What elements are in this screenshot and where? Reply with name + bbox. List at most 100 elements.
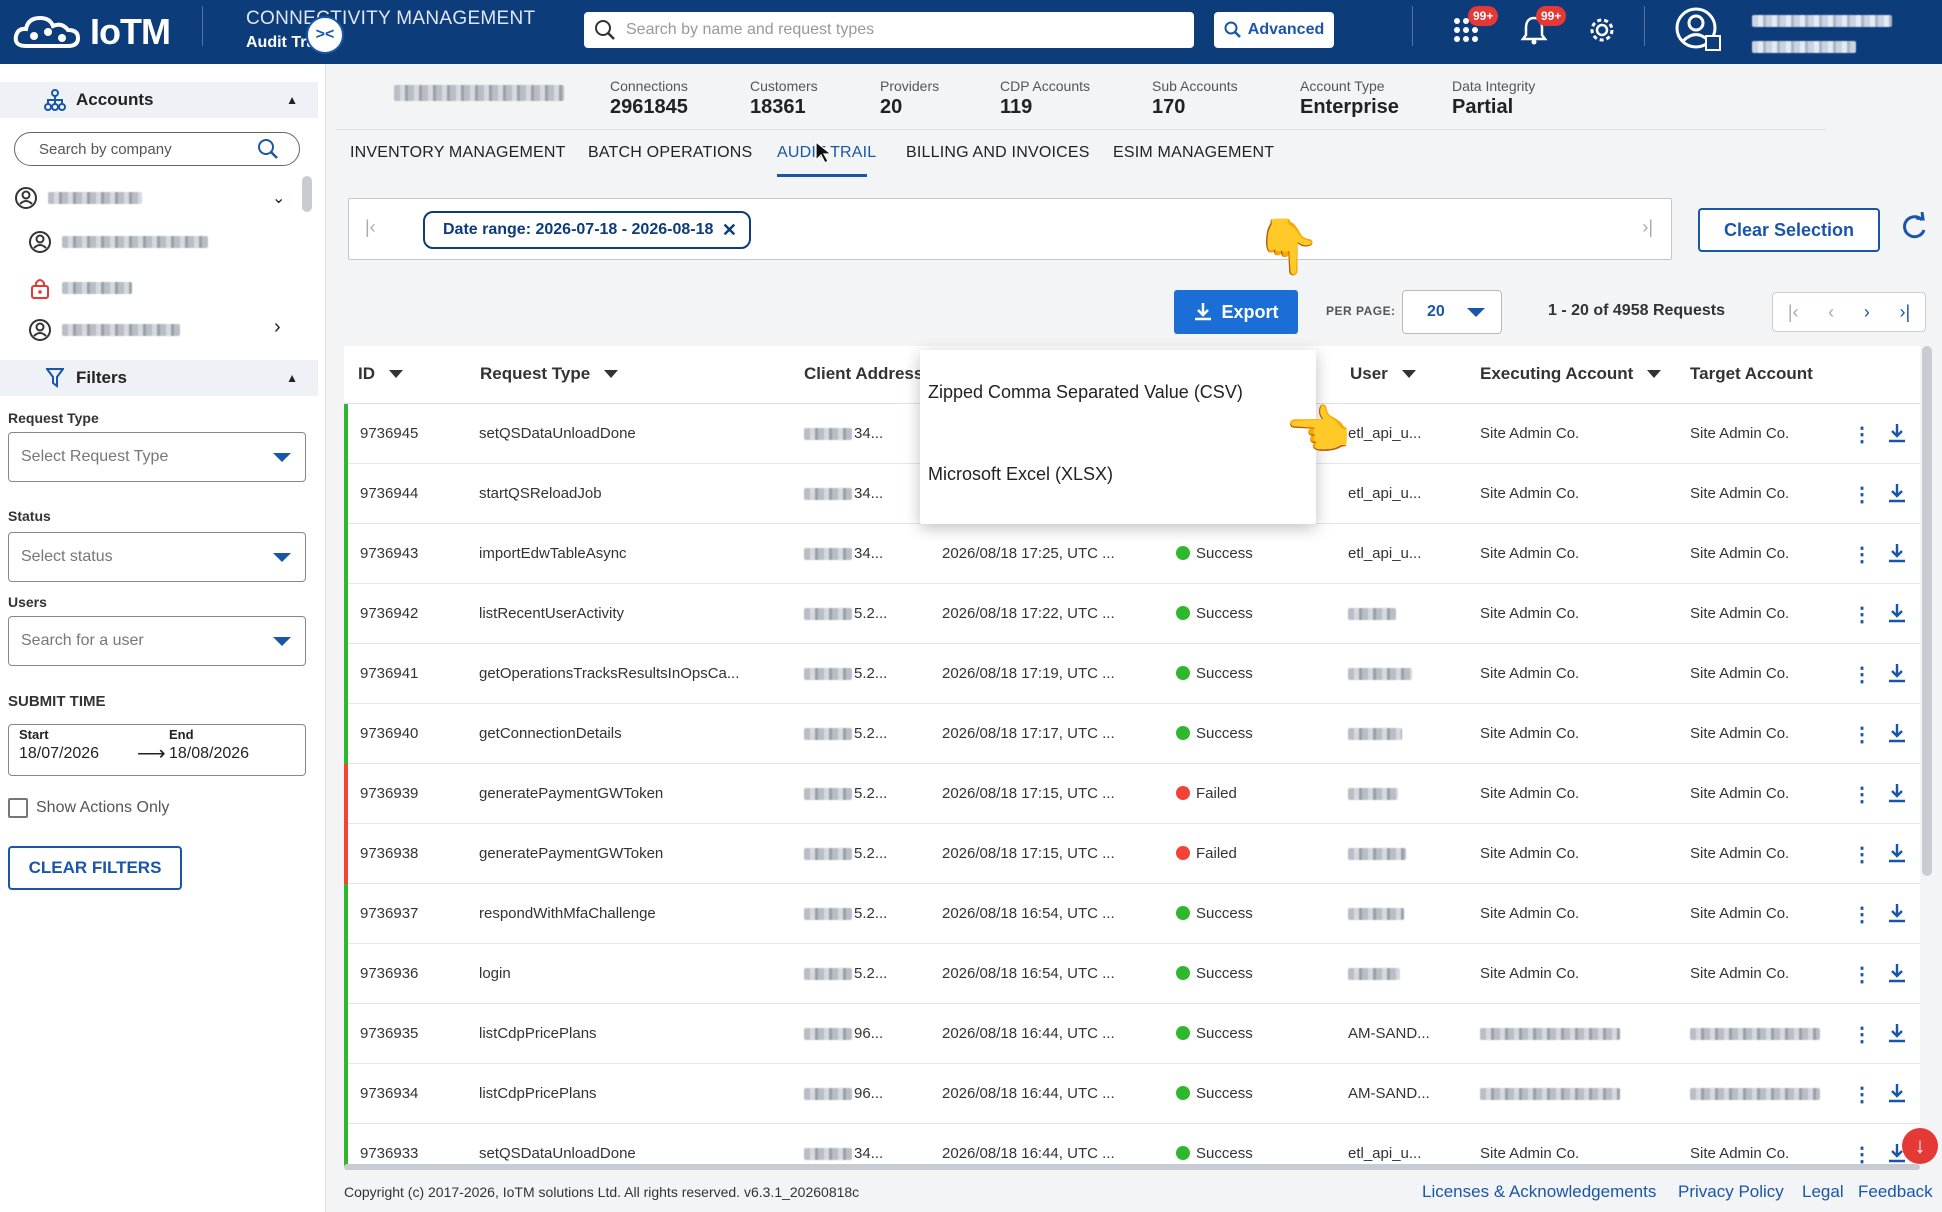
clear-selection-button[interactable]: Clear Selection (1698, 208, 1880, 252)
row-menu-icon[interactable]: ⋮ (1852, 1144, 1872, 1166)
privacy-policy-link[interactable]: Privacy Policy (1678, 1182, 1784, 1201)
date-range-chip[interactable]: Date range: 2026-07-18 - 2026-08-18 ✕ (423, 211, 751, 249)
row-menu-icon[interactable]: ⋮ (1852, 664, 1872, 686)
iotm-logo[interactable]: IoTM (12, 8, 171, 56)
column-id[interactable]: ID (358, 364, 403, 384)
account-tree-item[interactable] (28, 230, 208, 254)
row-menu-icon[interactable]: ⋮ (1852, 1084, 1872, 1106)
row-menu-icon[interactable]: ⋮ (1852, 604, 1872, 626)
table-row[interactable]: 9736936 login 5.2... 2026/08/18 16:54, UTC … (344, 944, 1920, 1004)
user-info-redacted[interactable] (1752, 12, 1892, 56)
tab-batch-operations[interactable]: BATCH OPERATIONS (588, 144, 753, 161)
row-download-icon[interactable] (1886, 602, 1908, 624)
close-icon[interactable]: ✕ (721, 220, 737, 240)
start-date-input[interactable]: 18/07/2026 (19, 745, 100, 762)
row-menu-icon[interactable]: ⋮ (1852, 484, 1872, 506)
chevron-up-icon[interactable]: ▲ (286, 371, 298, 385)
row-menu-icon[interactable]: ⋮ (1852, 1024, 1872, 1046)
next-page-icon[interactable]: › (1863, 301, 1870, 322)
export-button[interactable]: Export (1174, 290, 1298, 334)
row-download-icon[interactable] (1886, 1082, 1908, 1104)
status-select[interactable]: Select status (8, 532, 306, 582)
per-page-select[interactable]: 20 (1402, 290, 1502, 334)
show-actions-checkbox[interactable]: Show Actions Only (8, 798, 169, 818)
row-download-icon[interactable] (1886, 422, 1908, 444)
row-menu-icon[interactable]: ⋮ (1852, 544, 1872, 566)
sort-icon[interactable] (389, 370, 403, 378)
last-chip-icon[interactable]: ›| (1642, 217, 1653, 237)
filters-header[interactable]: Filters ▲ (0, 360, 318, 396)
row-download-icon[interactable] (1886, 482, 1908, 504)
table-row[interactable]: 9736937 respondWithMfaChallenge 5.2... 2026… (344, 884, 1920, 944)
scroll-down-button[interactable]: ↓ (1902, 1128, 1938, 1164)
row-menu-icon[interactable]: ⋮ (1852, 844, 1872, 866)
first-chip-icon[interactable]: |‹ (365, 217, 376, 237)
table-row[interactable]: 9736940 getConnectionDetails 5.2... 2026/08… (344, 704, 1920, 764)
row-menu-icon[interactable]: ⋮ (1852, 784, 1872, 806)
row-download-icon[interactable] (1886, 1142, 1908, 1164)
table-row[interactable]: 9736933 setQSDataUnloadDone 34... 2026/08/1… (344, 1124, 1920, 1166)
row-download-icon[interactable] (1886, 962, 1908, 984)
row-download-icon[interactable] (1886, 782, 1908, 804)
tab-billing-and-invoices[interactable]: BILLING AND INVOICES (906, 144, 1090, 161)
table-row[interactable]: 9736935 listCdpPricePlans 96... 2026/08/18 … (344, 1004, 1920, 1064)
export-option-xlsx[interactable]: Microsoft Excel (XLSX) (928, 464, 1114, 484)
account-tree-item-locked[interactable] (28, 276, 132, 300)
users-select[interactable]: Search for a user (8, 616, 306, 666)
table-row[interactable]: 9736934 listCdpPricePlans 96... 2026/08/18 … (344, 1064, 1920, 1124)
row-menu-icon[interactable]: ⋮ (1852, 904, 1872, 926)
table-row[interactable]: 9736943 importEdwTableAsync 34... 2026/08/1… (344, 524, 1920, 584)
last-page-icon[interactable]: ›| (1899, 301, 1911, 322)
prev-page-icon[interactable]: ‹ (1828, 301, 1835, 322)
settings-button[interactable] (1584, 12, 1620, 48)
sidebar-scrollbar[interactable] (302, 176, 312, 212)
clear-filters-button[interactable]: CLEAR FILTERS (8, 846, 182, 890)
export-option-csv[interactable]: Zipped Comma Separated Value (CSV) (928, 382, 1243, 402)
first-page-icon[interactable]: |‹ (1787, 301, 1799, 322)
row-menu-icon[interactable]: ⋮ (1852, 964, 1872, 986)
sort-icon[interactable] (604, 370, 619, 378)
row-menu-icon[interactable]: ⋮ (1852, 424, 1872, 446)
accounts-header[interactable]: Accounts ▲ (0, 82, 318, 118)
date-range-field[interactable]: Start 18/07/2026 ⟶ End 18/08/2026 (8, 724, 306, 776)
table-row[interactable]: 9736942 listRecentUserActivity 5.2... 2026/… (344, 584, 1920, 644)
refresh-icon[interactable] (1900, 211, 1930, 244)
row-download-icon[interactable] (1886, 902, 1908, 924)
account-tree-item[interactable] (28, 318, 180, 342)
column-executing-account[interactable]: Executing Account (1480, 364, 1662, 384)
row-download-icon[interactable] (1886, 842, 1908, 864)
sort-icon[interactable] (1401, 370, 1416, 378)
checkbox-box[interactable] (8, 798, 28, 818)
column-target-account[interactable]: Target Account (1690, 364, 1813, 384)
column-user[interactable]: User (1350, 364, 1416, 384)
row-menu-icon[interactable]: ⋮ (1852, 724, 1872, 746)
row-download-icon[interactable] (1886, 722, 1908, 744)
chevron-up-icon[interactable]: ▲ (286, 93, 298, 107)
chevron-down-icon[interactable]: ⌄ (272, 190, 286, 207)
table-row[interactable]: 9736938 generatePaymentGWToken 5.2... 2026/… (344, 824, 1920, 884)
table-row[interactable]: 9736939 generatePaymentGWToken 5.2... 2026/… (344, 764, 1920, 824)
chevron-right-icon[interactable]: › (274, 316, 281, 338)
request-type-select[interactable]: Select Request Type (8, 432, 306, 482)
legal-link[interactable]: Legal (1802, 1182, 1844, 1201)
row-download-icon[interactable] (1886, 542, 1908, 564)
end-date-input[interactable]: 18/08/2026 (169, 745, 250, 762)
table-vertical-scrollbar[interactable] (1922, 346, 1932, 876)
advanced-search-button[interactable]: Advanced (1214, 12, 1334, 48)
licenses-link[interactable]: Licenses & Acknowledgements (1422, 1182, 1657, 1201)
collapse-sidebar-button[interactable]: >< (306, 16, 344, 54)
table-horizontal-scrollbar[interactable] (344, 1164, 1920, 1170)
sort-icon[interactable] (1647, 370, 1662, 378)
account-tree-root[interactable] (14, 186, 142, 210)
apps-grid-button[interactable]: 99+ (1448, 6, 1499, 48)
table-row[interactable]: 9736941 getOperationsTracksResultsInOpsCa… (344, 644, 1920, 704)
user-avatar[interactable] (1674, 6, 1722, 54)
column-client-address[interactable]: Client Address (804, 364, 923, 384)
column-request-type[interactable]: Request Type (480, 364, 619, 384)
notifications-button[interactable]: 99+ (1516, 6, 1567, 48)
row-download-icon[interactable] (1886, 1022, 1908, 1044)
feedback-link[interactable]: Feedback (1858, 1182, 1933, 1201)
tab-esim-management[interactable]: ESIM MANAGEMENT (1113, 144, 1275, 161)
tab-inventory-management[interactable]: INVENTORY MANAGEMENT (350, 144, 566, 161)
global-search-input[interactable]: Search by name and request types (584, 12, 1194, 48)
